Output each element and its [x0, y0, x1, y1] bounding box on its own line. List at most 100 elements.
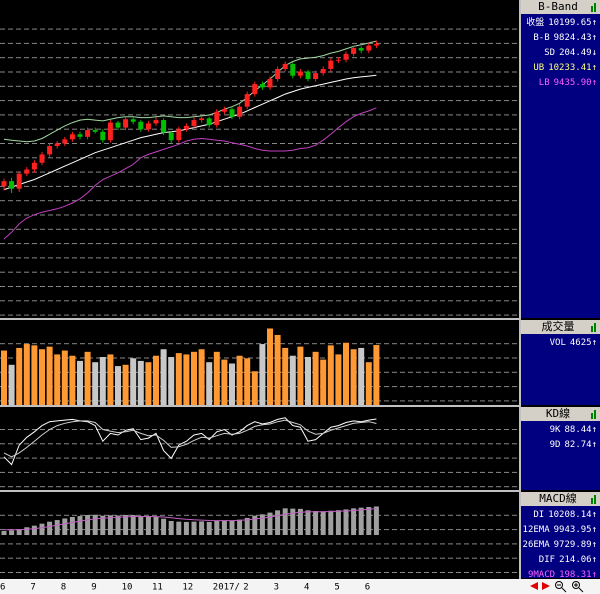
volume-bar	[365, 362, 372, 405]
volume-bar	[312, 351, 319, 405]
volume-bar	[267, 328, 273, 405]
x-tick-label: 9	[91, 583, 96, 593]
dif-bar	[297, 508, 303, 535]
candle-body	[183, 125, 189, 130]
dif-bar	[107, 515, 113, 535]
x-tick-label: 12	[182, 583, 193, 593]
volume-bar	[373, 345, 380, 405]
reading-value: 4625	[570, 338, 592, 348]
candle-body	[335, 59, 341, 61]
candle-body	[275, 68, 281, 80]
reading: LB 9435.90↑	[539, 78, 597, 88]
volume-bar	[191, 351, 197, 405]
candle-body	[47, 146, 53, 155]
dif-bar	[31, 525, 37, 535]
reading-value: 9729.89	[554, 540, 592, 550]
dif-bar	[282, 508, 288, 535]
x-tick-label: 10	[122, 583, 133, 593]
dif-bar	[335, 510, 341, 535]
volume-bar	[244, 358, 251, 405]
candle-body	[153, 120, 159, 124]
zoom-in-lens[interactable]	[572, 581, 580, 589]
volume-bar	[297, 346, 304, 405]
reading: B-B 9824.43↑	[533, 33, 597, 43]
dif-bar	[351, 508, 357, 535]
volume-bar	[16, 347, 23, 405]
candle-body	[206, 118, 212, 126]
dif-bar	[290, 508, 296, 535]
dif-bar	[161, 518, 167, 535]
scroll-right[interactable]	[542, 582, 550, 590]
x-tick-label: 7	[30, 583, 35, 593]
candle-body	[237, 106, 243, 117]
zoom-in[interactable]	[572, 581, 584, 593]
dif-bar	[145, 516, 151, 535]
zoom-out-lens[interactable]	[555, 581, 563, 589]
kd-grid	[0, 420, 520, 490]
candle-body	[290, 63, 296, 76]
reading-name: 9MACD	[528, 570, 555, 580]
panel-separators	[0, 0, 521, 579]
dif-bar	[77, 516, 83, 535]
candle-body	[214, 111, 220, 126]
dif-bar	[69, 517, 75, 535]
volume-bar	[183, 354, 190, 405]
reading: 12EMA 9943.95↑	[523, 525, 597, 535]
band-line	[3, 40, 377, 143]
dif-bar	[130, 515, 136, 535]
x-tick-label: 8	[61, 583, 66, 593]
x-tick-label: 6	[365, 583, 370, 593]
dif-bar	[221, 520, 227, 535]
candle-body	[145, 123, 151, 130]
macd-line	[3, 508, 377, 531]
zoom-out[interactable]	[555, 581, 567, 593]
dif-bar	[373, 506, 379, 535]
dif-bar	[275, 510, 281, 535]
reading-trend: ↑	[592, 425, 597, 435]
reading-value: 10208.14	[548, 510, 591, 520]
reading-trend: ↑	[592, 525, 597, 535]
volume-bar	[122, 364, 129, 405]
x-tick-label: 4	[304, 583, 309, 593]
toolbar[interactable]	[530, 581, 584, 593]
reading-value: 10233.41	[548, 63, 591, 73]
zoom-out-handle[interactable]	[561, 587, 567, 593]
dif-bar	[305, 510, 311, 535]
reading-value: 9435.90	[554, 78, 592, 88]
candle-body	[54, 143, 60, 147]
panel-header	[521, 0, 600, 14]
volume-bar	[8, 364, 15, 405]
volume-bar	[221, 359, 228, 405]
reading-trend: ↑	[592, 78, 597, 88]
volume-bar	[39, 349, 45, 405]
zoom-in-handle[interactable]	[578, 587, 584, 593]
reading-name: DIF	[539, 555, 555, 565]
scroll-left[interactable]	[530, 582, 538, 590]
volume-bar	[168, 357, 175, 405]
reading-value: 198.31	[559, 570, 592, 580]
volume-bar	[77, 360, 83, 405]
x-tick-label: 2017/	[213, 583, 240, 593]
header-icons	[591, 3, 596, 504]
reading: 9K 88.44↑	[550, 425, 597, 435]
candle-body	[39, 154, 45, 163]
volume-bar	[282, 347, 289, 405]
panel-title: MACD線	[539, 491, 577, 505]
candle-body	[320, 68, 326, 74]
dif-bar	[47, 521, 53, 535]
panel-body	[521, 421, 600, 490]
candle-body	[252, 84, 258, 95]
volume-bar	[31, 345, 38, 405]
candle-body	[77, 134, 83, 137]
candle-body	[85, 130, 91, 137]
reading-name: 9K	[550, 425, 561, 435]
icon	[591, 498, 593, 504]
volume-bar	[92, 362, 99, 405]
band-line	[3, 107, 377, 240]
dif-bar	[199, 521, 205, 535]
dif-bar	[138, 516, 144, 535]
candle-body	[229, 109, 235, 117]
kd-line	[3, 419, 377, 458]
